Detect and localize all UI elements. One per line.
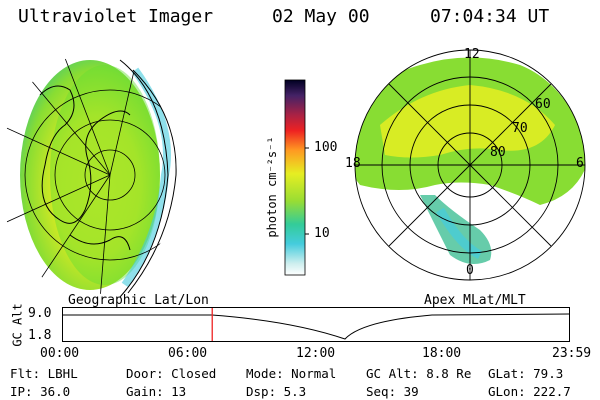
mlt-label-12: 12 xyxy=(464,47,480,62)
alt-xtick-2: 12:00 xyxy=(296,346,336,361)
alt-xtick-3: 18:00 xyxy=(422,346,462,361)
geographic-label: Geographic Lat/Lon xyxy=(68,293,209,308)
aurora-fill-geo xyxy=(20,60,160,290)
alt-xtick-1: 06:00 xyxy=(168,346,208,361)
app-title: Ultraviolet Imager xyxy=(18,6,214,27)
mlat-label-80: 80 xyxy=(490,145,506,160)
status-ip: IP: 36.0 xyxy=(10,384,71,399)
status-flt: Flt: LBHL xyxy=(10,366,78,381)
time-label: 07:04:34 UT xyxy=(430,6,550,27)
status-gain: Gain: 13 xyxy=(126,384,187,399)
mlt-label-6: 6 xyxy=(576,156,584,171)
status-dsp: Dsp: 5.3 xyxy=(246,384,307,399)
colorbar-tick-10: 10 xyxy=(314,226,330,241)
alt-xtick-0: 00:00 xyxy=(40,346,80,361)
status-glat: GLat: 79.3 xyxy=(488,366,564,381)
date-label: 02 May 00 xyxy=(272,6,370,27)
mlt-label-18: 18 xyxy=(345,156,361,171)
mlat-label-60: 60 xyxy=(535,97,551,112)
alt-xtick-4: 23:59 xyxy=(552,346,592,361)
colorbar-tick-100: 100 xyxy=(314,140,338,155)
alt-ylabel: GC Alt xyxy=(10,303,25,347)
altitude-plot xyxy=(62,307,570,342)
status-door: Door: Closed xyxy=(126,366,217,381)
mlat-label-70: 70 xyxy=(512,121,528,136)
status-seq: Seq: 39 xyxy=(366,384,419,399)
alt-ytop: 9.0 xyxy=(28,306,52,321)
colorbar xyxy=(284,79,309,276)
status-glon: GLon: 222.7 xyxy=(488,384,571,399)
apex-label: Apex MLat/MLT xyxy=(424,293,526,308)
alt-ybottom: 1.8 xyxy=(28,328,52,343)
status-mode: Mode: Normal xyxy=(246,366,337,381)
status-gc-alt: GC Alt: 8.8 Re xyxy=(366,366,472,381)
mlt-label-0: 0 xyxy=(466,263,474,278)
geographic-image xyxy=(0,55,177,298)
polar-image xyxy=(354,49,586,281)
colorbar-unit-label: photon cm⁻²s⁻¹ xyxy=(265,136,279,238)
